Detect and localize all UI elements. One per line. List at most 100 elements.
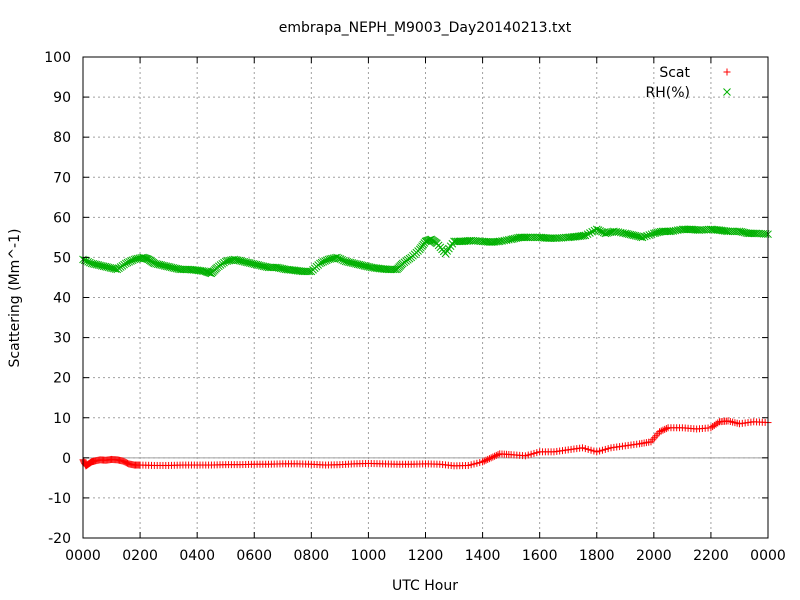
rh-point (391, 265, 400, 274)
rh-point (522, 233, 531, 242)
scat-point (587, 446, 595, 454)
cross-b (109, 264, 118, 273)
cross-b (598, 227, 606, 236)
scat-point (470, 460, 478, 468)
cross-b (723, 88, 731, 96)
cross-b (463, 237, 472, 245)
scat-point (604, 445, 612, 453)
scat-point (661, 425, 669, 433)
rh-point (520, 233, 529, 242)
scat-point (527, 450, 535, 458)
cross-b (426, 235, 434, 244)
cross-b (91, 260, 99, 269)
scat-point (714, 419, 722, 427)
cross-b (244, 258, 252, 267)
cross-b (567, 233, 576, 241)
cross-b (238, 257, 247, 266)
cross-b (139, 253, 147, 262)
cross-b (571, 232, 579, 241)
cross-b (331, 253, 340, 262)
y-tick-label: 60 (53, 210, 71, 226)
cross-b (334, 254, 343, 263)
series-rh (79, 225, 772, 278)
y-tick-label: -10 (48, 491, 71, 507)
scat-point (662, 425, 670, 433)
cross-b (304, 267, 312, 276)
rh-point (205, 268, 214, 277)
cross-b (663, 227, 672, 236)
cross-b (249, 259, 257, 268)
cross-b (626, 230, 635, 239)
cross-b (739, 228, 747, 237)
x-tick-label: 0600 (236, 548, 272, 564)
cross-b (84, 257, 92, 266)
y-tick-label: 40 (53, 291, 71, 307)
x-tick-label: 1800 (579, 548, 615, 564)
legend-label-scat: Scat (659, 65, 690, 81)
scat-point (657, 427, 665, 435)
x-tick-label: 0000 (750, 548, 786, 564)
cross-b (737, 227, 746, 236)
y-tick-label: 20 (53, 371, 71, 387)
y-tick-label: 0 (62, 451, 71, 467)
cross-b (357, 261, 365, 269)
x-tick-label: 0400 (179, 548, 215, 564)
y-tick-label: 90 (53, 90, 71, 106)
cross-b (574, 232, 583, 241)
cross-b (245, 259, 254, 267)
cross-b (108, 264, 116, 273)
axis-ticks (82, 56, 769, 539)
cross-b (341, 257, 350, 266)
cross-b (141, 254, 150, 263)
scat-point (479, 458, 487, 466)
cross-b (735, 227, 744, 236)
scat-point (521, 452, 529, 460)
cross-b (87, 259, 96, 268)
cross-b (153, 260, 162, 269)
cross-b (103, 263, 111, 271)
cross-b (201, 267, 210, 276)
y-axis-tick-labels: -20 -10 0 10 20 30 40 50 60 70 80 90 100 (44, 50, 71, 547)
cross-b (230, 255, 239, 264)
scat-point (659, 426, 667, 434)
rh-point (549, 234, 558, 243)
x-tick-label: 2000 (636, 548, 672, 564)
cross-b (722, 227, 731, 235)
cross-b (692, 225, 700, 234)
cross-b (549, 234, 558, 243)
scat-point (489, 453, 497, 461)
cross-b (628, 231, 636, 239)
cross-b (256, 261, 264, 270)
cross-b (259, 262, 268, 271)
cross-b (232, 255, 240, 264)
cross-b (520, 233, 529, 242)
cross-b (274, 263, 283, 272)
cross-b (631, 231, 640, 240)
cross-b (350, 259, 358, 268)
cross-b (338, 255, 347, 264)
cross-b (345, 258, 353, 267)
cross-b (621, 229, 630, 238)
x-tick-label: 2200 (693, 548, 729, 564)
scat-point (598, 446, 606, 454)
cross-b (623, 229, 631, 238)
x-tick-label: 1000 (351, 548, 387, 564)
cross-b (457, 237, 465, 246)
cross-b (614, 228, 623, 237)
cross-b (358, 261, 367, 270)
legend-marker-scat (723, 68, 731, 76)
cross-b (169, 263, 178, 272)
cross-b (352, 259, 360, 268)
rh-point (638, 233, 647, 242)
cross-b (343, 257, 352, 266)
scat-point (492, 451, 500, 459)
cross-b (336, 255, 345, 263)
y-axis-label: Scattering (Mm^-1) (7, 229, 23, 368)
cross-b (200, 267, 208, 276)
cross-b (749, 229, 758, 238)
cross-b (276, 264, 285, 273)
x-tick-label: 1600 (522, 548, 558, 564)
legend-label-rh: RH(%) (646, 85, 690, 101)
rh-point (643, 231, 651, 240)
cross-b (490, 238, 499, 246)
